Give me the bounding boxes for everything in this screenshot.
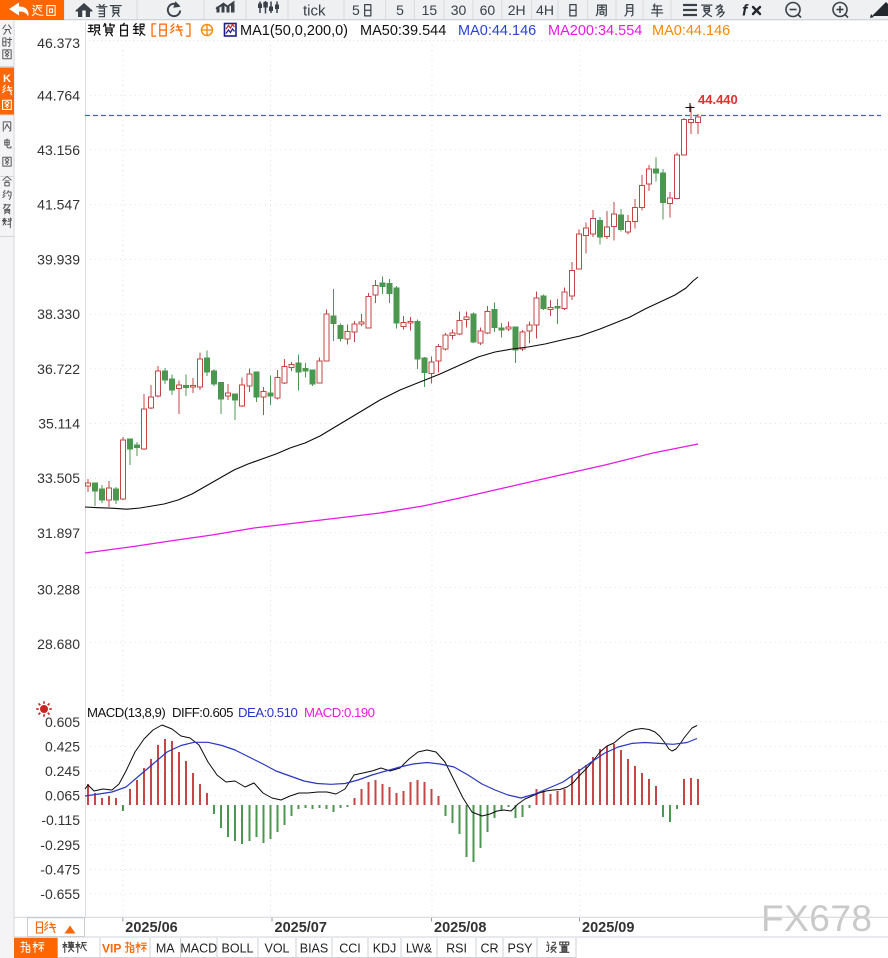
svg-text:f: f (742, 3, 749, 20)
svg-text:BIAS: BIAS (300, 942, 329, 956)
svg-text:5: 5 (352, 2, 360, 18)
svg-text:39.939: 39.939 (37, 251, 80, 267)
svg-text:2025/06: 2025/06 (125, 920, 177, 936)
svg-text:-0.475: -0.475 (40, 861, 80, 877)
svg-text:MA50:39.544: MA50:39.544 (360, 23, 446, 39)
svg-text:0.425: 0.425 (45, 738, 80, 754)
svg-text:LW&: LW& (406, 942, 433, 956)
svg-text:KDJ: KDJ (373, 942, 397, 956)
svg-text:31.897: 31.897 (37, 525, 80, 541)
svg-text:MA: MA (156, 942, 175, 956)
svg-text:36.722: 36.722 (37, 361, 80, 377)
svg-text:-0.655: -0.655 (40, 886, 80, 902)
svg-text:44.764: 44.764 (37, 87, 80, 103)
svg-text:CR: CR (480, 942, 498, 956)
svg-text:35.114: 35.114 (38, 416, 80, 432)
svg-text:4H: 4H (536, 2, 554, 18)
svg-text:15: 15 (422, 2, 438, 18)
svg-text:K: K (3, 73, 11, 85)
svg-text:30: 30 (451, 2, 467, 18)
svg-text:46.373: 46.373 (37, 35, 80, 51)
svg-text:-0.115: -0.115 (41, 812, 80, 828)
svg-text:2025/07: 2025/07 (275, 920, 327, 936)
svg-text:PSY: PSY (507, 942, 533, 956)
svg-text:41.547: 41.547 (37, 197, 80, 213)
svg-text:MACD:0.190: MACD:0.190 (304, 705, 375, 720)
svg-text:DEA:0.510: DEA:0.510 (238, 705, 297, 720)
svg-text:CCI: CCI (339, 942, 361, 956)
svg-text:2025/09: 2025/09 (582, 920, 634, 936)
svg-text:MA0:44.146: MA0:44.146 (652, 23, 730, 39)
svg-text:44.440: 44.440 (698, 92, 738, 107)
svg-text:38.330: 38.330 (37, 306, 80, 322)
svg-text:2025/08: 2025/08 (434, 920, 486, 936)
svg-text:tick: tick (303, 3, 326, 20)
svg-text:MA1(50,0,200,0): MA1(50,0,200,0) (240, 23, 348, 39)
svg-text:5: 5 (396, 2, 404, 18)
svg-text:DIFF:0.605: DIFF:0.605 (172, 705, 233, 720)
svg-text:-0.295: -0.295 (40, 837, 80, 853)
svg-text:60: 60 (480, 2, 496, 18)
svg-text:2H: 2H (508, 2, 526, 18)
svg-text:MACD(13,8,9): MACD(13,8,9) (87, 705, 165, 720)
svg-text:30.288: 30.288 (37, 582, 80, 598)
svg-text:FX678: FX678 (761, 898, 873, 939)
svg-text:0.065: 0.065 (45, 788, 80, 804)
svg-text:MACD: MACD (180, 942, 217, 956)
svg-text:RSI: RSI (446, 942, 467, 956)
svg-text:28.680: 28.680 (37, 636, 80, 652)
svg-text:VIP: VIP (102, 942, 121, 956)
svg-text:VOL: VOL (264, 942, 289, 956)
svg-text:33.505: 33.505 (37, 470, 80, 486)
svg-text:43.156: 43.156 (37, 142, 80, 158)
svg-text:0.605: 0.605 (45, 714, 80, 730)
svg-text:BOLL: BOLL (222, 942, 254, 956)
svg-text:MA200:34.554: MA200:34.554 (548, 23, 642, 39)
svg-text:MA0:44.146: MA0:44.146 (458, 23, 536, 39)
svg-text:0.245: 0.245 (45, 763, 80, 779)
